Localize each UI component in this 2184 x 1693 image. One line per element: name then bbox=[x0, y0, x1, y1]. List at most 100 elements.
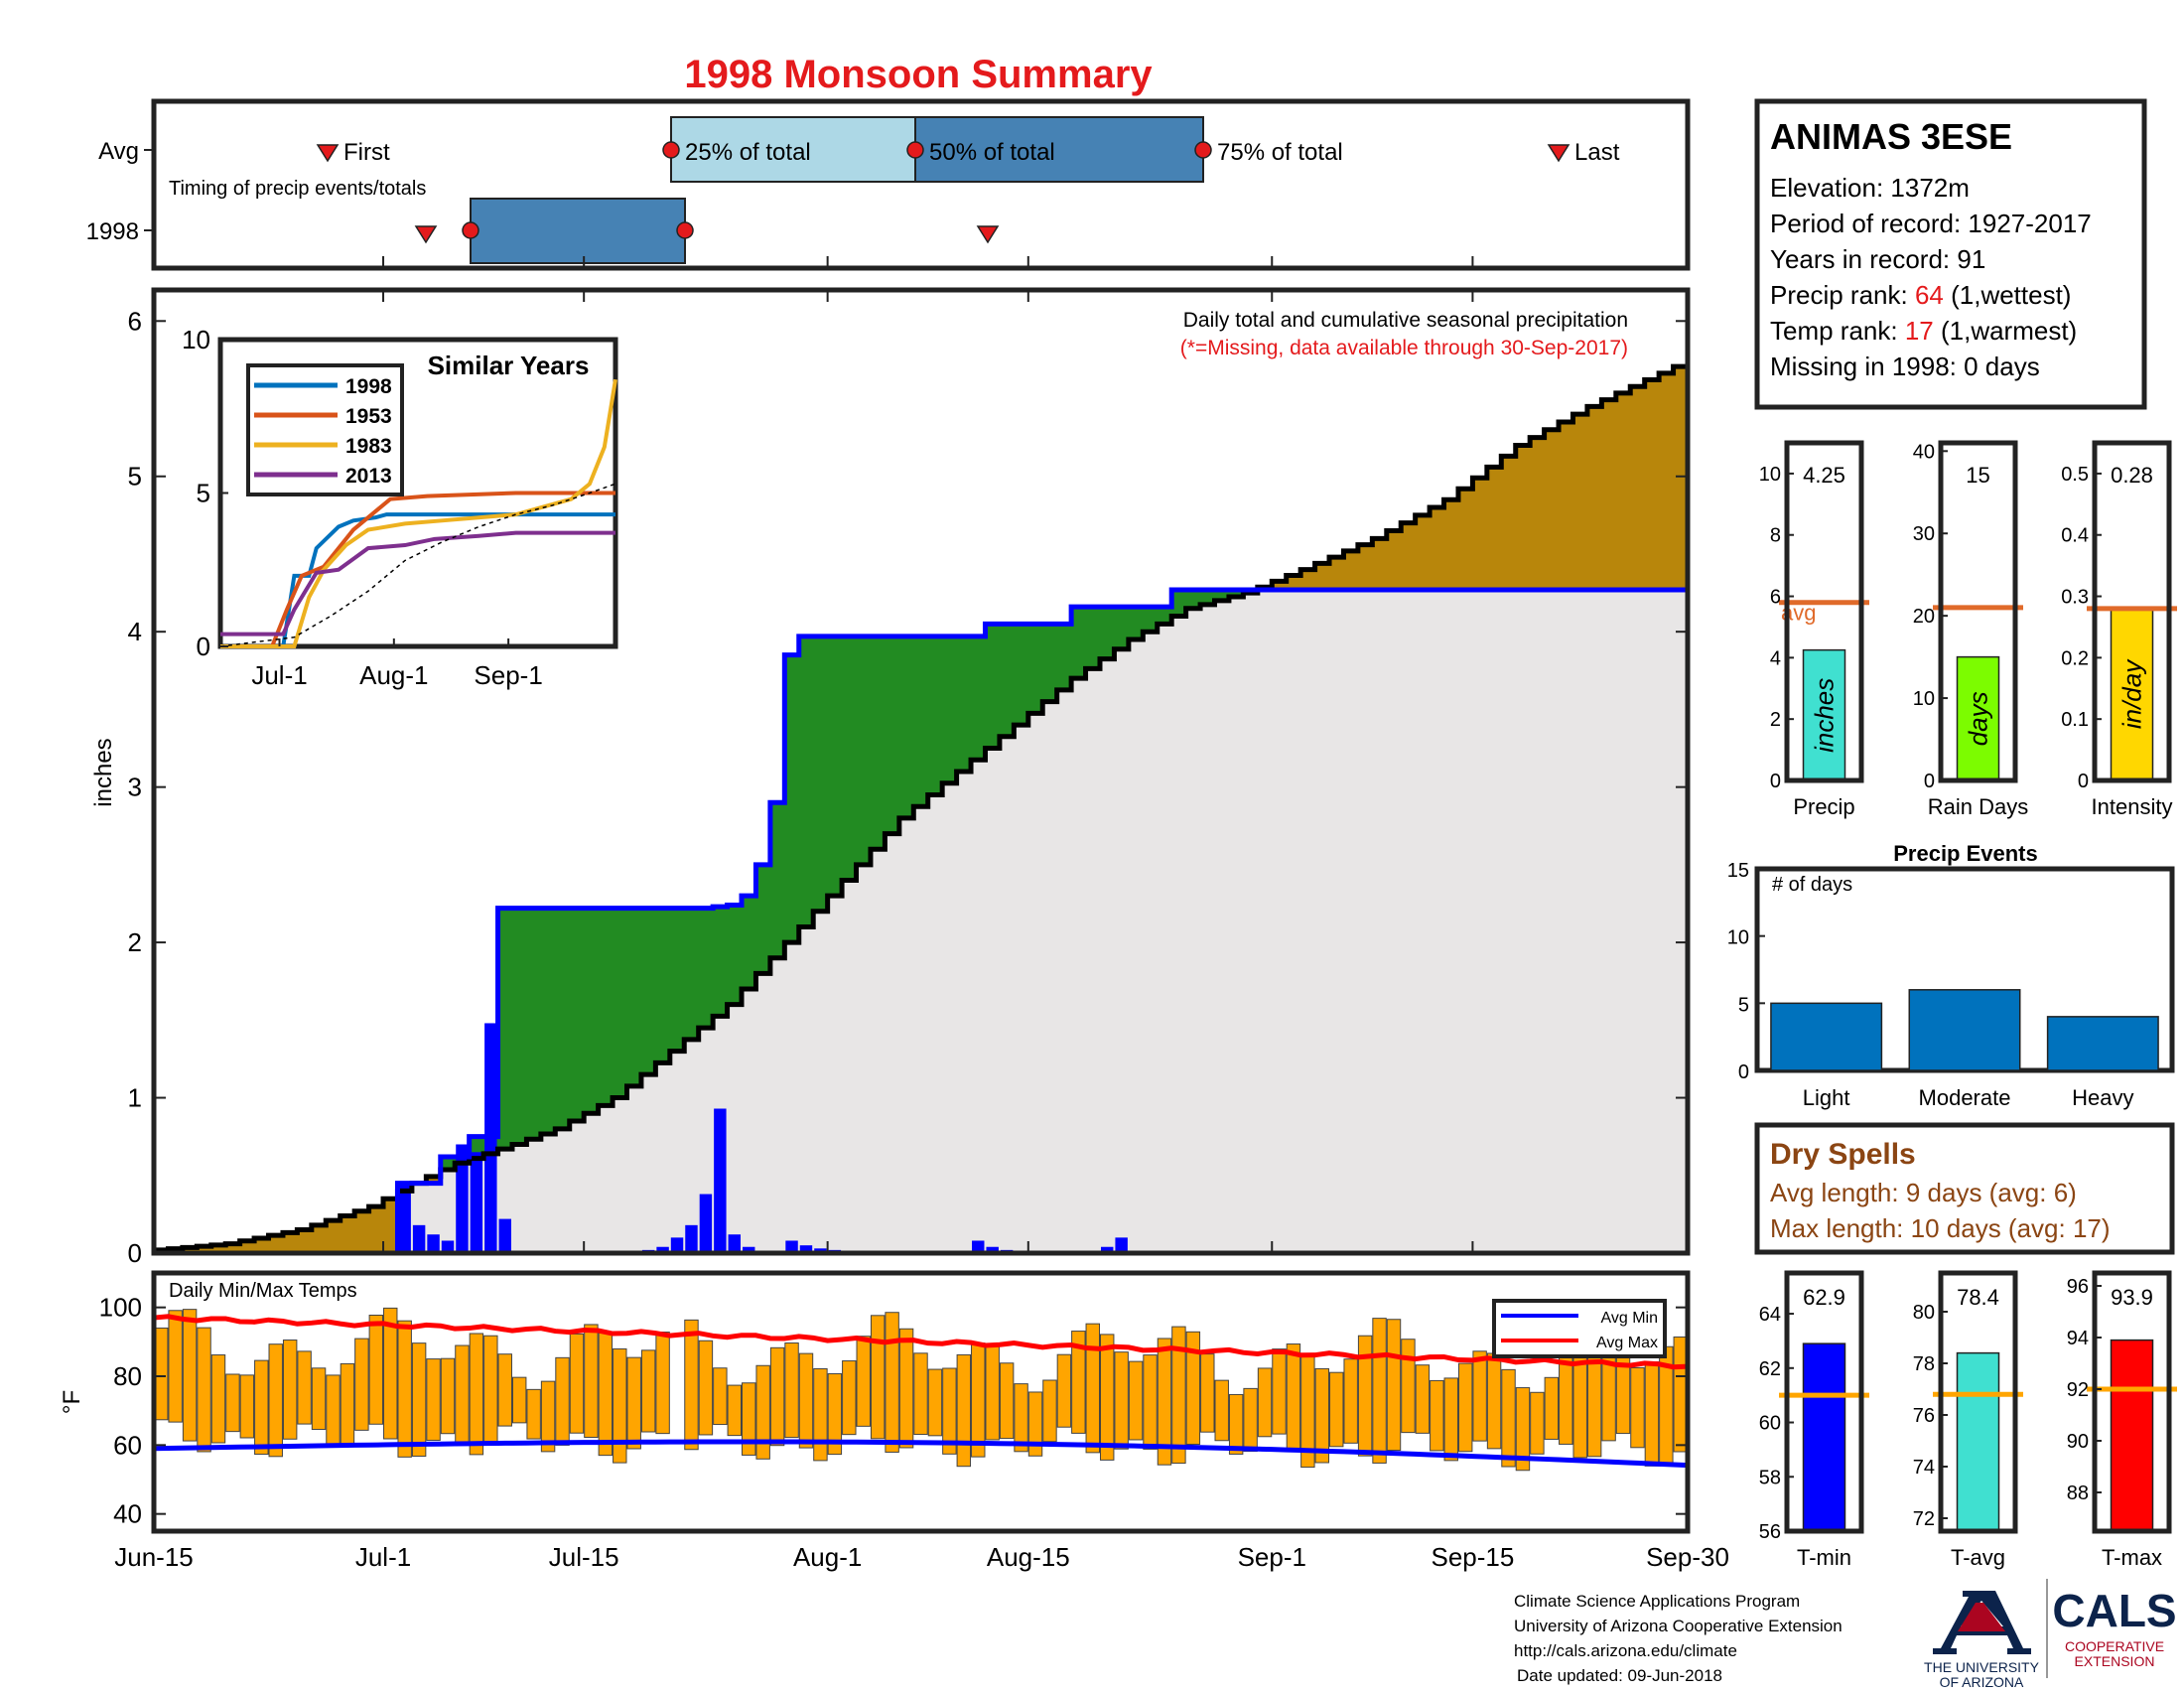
avg-50-marker bbox=[906, 141, 924, 159]
t-max-bar bbox=[2110, 1339, 2154, 1532]
rain-days-value: 15 bbox=[1966, 463, 1989, 488]
ua-text-line2: OF ARIZONA bbox=[1940, 1674, 2024, 1688]
main-note-line1: Daily total and cumulative seasonal prec… bbox=[1183, 309, 1628, 332]
university-of-arizona-logo: THE UNIVERSITY OF ARIZONA bbox=[1924, 1591, 2040, 1690]
daily-temp-bar bbox=[1143, 1354, 1158, 1450]
main-y-tick: 0 bbox=[128, 1238, 142, 1268]
daily-temp-bar bbox=[827, 1373, 843, 1456]
daily-temp-bar bbox=[1042, 1379, 1057, 1443]
precip-events-bar-moderate bbox=[1908, 989, 2021, 1071]
daily-temp-bar bbox=[755, 1364, 770, 1460]
avg-last-label: Last bbox=[1574, 139, 1620, 166]
footer: Climate Science Applications Program Uni… bbox=[1514, 1579, 2177, 1690]
daily-temp-bar bbox=[1128, 1360, 1144, 1441]
precip-events-category: Light bbox=[1803, 1085, 1850, 1110]
daily-precip-bar bbox=[398, 1183, 411, 1253]
daily-temp-bar bbox=[1171, 1326, 1186, 1465]
similar-year-line-1998 bbox=[220, 512, 615, 648]
daily-temp-bar bbox=[1286, 1343, 1301, 1452]
station-elevation: Elevation: 1372m bbox=[1770, 173, 1970, 203]
t-avg-y-tick: 72 bbox=[1913, 1508, 1935, 1530]
precip-total-y-tick: 2 bbox=[1770, 709, 1781, 731]
daily-temp-bar bbox=[698, 1340, 714, 1436]
daily-temp-bar bbox=[1314, 1367, 1330, 1464]
daily-temp-bar bbox=[440, 1357, 456, 1435]
rain-days-bar bbox=[1956, 655, 2000, 781]
daily-temp-bar bbox=[1401, 1339, 1416, 1434]
t-max-y-tick: 88 bbox=[2067, 1482, 2089, 1504]
daily-temp-bar bbox=[885, 1312, 899, 1453]
year-cumulative-line bbox=[154, 587, 1688, 1256]
daily-temp-bar bbox=[870, 1315, 886, 1440]
year-50-marker bbox=[676, 221, 694, 239]
intensity-y-tick: 0.5 bbox=[2061, 464, 2089, 486]
t-min-category: T-min bbox=[1797, 1545, 1851, 1570]
year-first-marker bbox=[414, 225, 438, 244]
ua-text-line1: THE UNIVERSITY bbox=[1924, 1659, 2040, 1675]
dry-spells-title: Dry Spells bbox=[1770, 1138, 1916, 1171]
daily-temp-bar bbox=[182, 1309, 198, 1442]
temp-y-tick: 100 bbox=[99, 1293, 142, 1323]
main-y-tick: 3 bbox=[128, 773, 142, 802]
cals-logo: CALS COOPERATIVE EXTENSION bbox=[2052, 1585, 2176, 1669]
intensity-y-tick: 0.3 bbox=[2061, 587, 2089, 609]
main-y-axis: 0 1 2 3 4 5 6 bbox=[128, 306, 1688, 1268]
cals-sub2: EXTENSION bbox=[2075, 1653, 2155, 1669]
precip-total-value: 4.25 bbox=[1803, 463, 1845, 488]
inset-legend-1983: 1983 bbox=[345, 435, 392, 458]
similar-years-axes: 0 5 10 Jul-1 Aug-1 Sep-1 bbox=[182, 325, 543, 690]
precip-total-y-tick: 6 bbox=[1770, 587, 1781, 609]
rain-days-bar-text: days bbox=[1964, 691, 1993, 746]
main-x-axis: Jun-15 Jul-1 Jul-15 Aug-1 Aug-15 Sep-1 Sep-15 S… bbox=[114, 256, 1729, 1572]
t-max-y-tick: 96 bbox=[2067, 1276, 2089, 1298]
daily-temp-bar bbox=[225, 1373, 240, 1433]
rain-days-y-tick: 0 bbox=[1924, 771, 1935, 792]
daily-temp-bar bbox=[942, 1367, 957, 1455]
main-y-tick: 2 bbox=[128, 927, 142, 957]
daily-temp-bar bbox=[1386, 1319, 1402, 1452]
daily-temp-bar bbox=[1243, 1387, 1258, 1453]
daily-precip-bar bbox=[441, 1240, 455, 1253]
daily-temp-bar bbox=[613, 1347, 627, 1464]
daily-temp-bar bbox=[154, 1327, 169, 1421]
daily-temp-bar bbox=[684, 1319, 699, 1451]
precip-total-bar-text: inches bbox=[1810, 678, 1840, 753]
daily-temp-bar bbox=[1257, 1367, 1273, 1438]
temp-y-label: °F bbox=[59, 1390, 85, 1414]
daily-temp-bar bbox=[397, 1320, 412, 1458]
avg-min-line bbox=[153, 1439, 1689, 1469]
daily-precip-bar bbox=[799, 1245, 813, 1253]
station-temp-rank: Temp rank: 17 (1,warmest) bbox=[1770, 316, 2077, 346]
daily-precip-bar bbox=[1115, 1237, 1128, 1253]
similar-years-title: Similar Years bbox=[428, 351, 590, 380]
intensity-panel: in/day 0.28 0 0.1 0.2 0.3 0.4 0.5 Intensity bbox=[2061, 440, 2177, 819]
precip-total-y-tick: 10 bbox=[1759, 464, 1781, 486]
average-cumulative-line bbox=[154, 359, 1691, 1253]
daily-temp-bar bbox=[971, 1342, 986, 1458]
main-y-tick: 4 bbox=[128, 617, 142, 646]
main-y-tick: 6 bbox=[128, 306, 142, 336]
daily-temp-bar bbox=[239, 1374, 255, 1439]
station-precip-rank: Precip rank: 64 (1,wettest) bbox=[1770, 280, 2071, 310]
rain-days-y-tick: 20 bbox=[1913, 606, 1935, 628]
t-min-panel: 62.9 56 58 60 62 64 T-min bbox=[1759, 1270, 1869, 1570]
daily-temp-bar bbox=[1357, 1335, 1373, 1457]
daily-temp-bar bbox=[655, 1332, 670, 1435]
footer-line3: http://cals.arizona.edu/climate bbox=[1514, 1641, 1737, 1660]
x-tick-label: Sep-1 bbox=[1238, 1542, 1306, 1572]
avg-50-label: 50% of total bbox=[929, 139, 1055, 166]
daily-temp-bar bbox=[1644, 1361, 1660, 1467]
rain-days-y-tick: 30 bbox=[1913, 523, 1935, 545]
x-tick-label: Sep-15 bbox=[1431, 1542, 1514, 1572]
daily-temp-bar bbox=[626, 1356, 641, 1450]
daily-precip-bar bbox=[785, 1240, 798, 1253]
daily-precip-bar bbox=[656, 1246, 669, 1253]
t-max-category: T-max bbox=[2102, 1545, 2162, 1570]
daily-temp-bar bbox=[1085, 1323, 1100, 1454]
footer-line2: University of Arizona Cooperative Extens… bbox=[1514, 1617, 1843, 1635]
above-average-fill bbox=[154, 589, 1688, 1253]
daily-temp-bar bbox=[769, 1346, 785, 1447]
precip-events-axes: 0 5 10 15 bbox=[1727, 860, 1765, 1083]
